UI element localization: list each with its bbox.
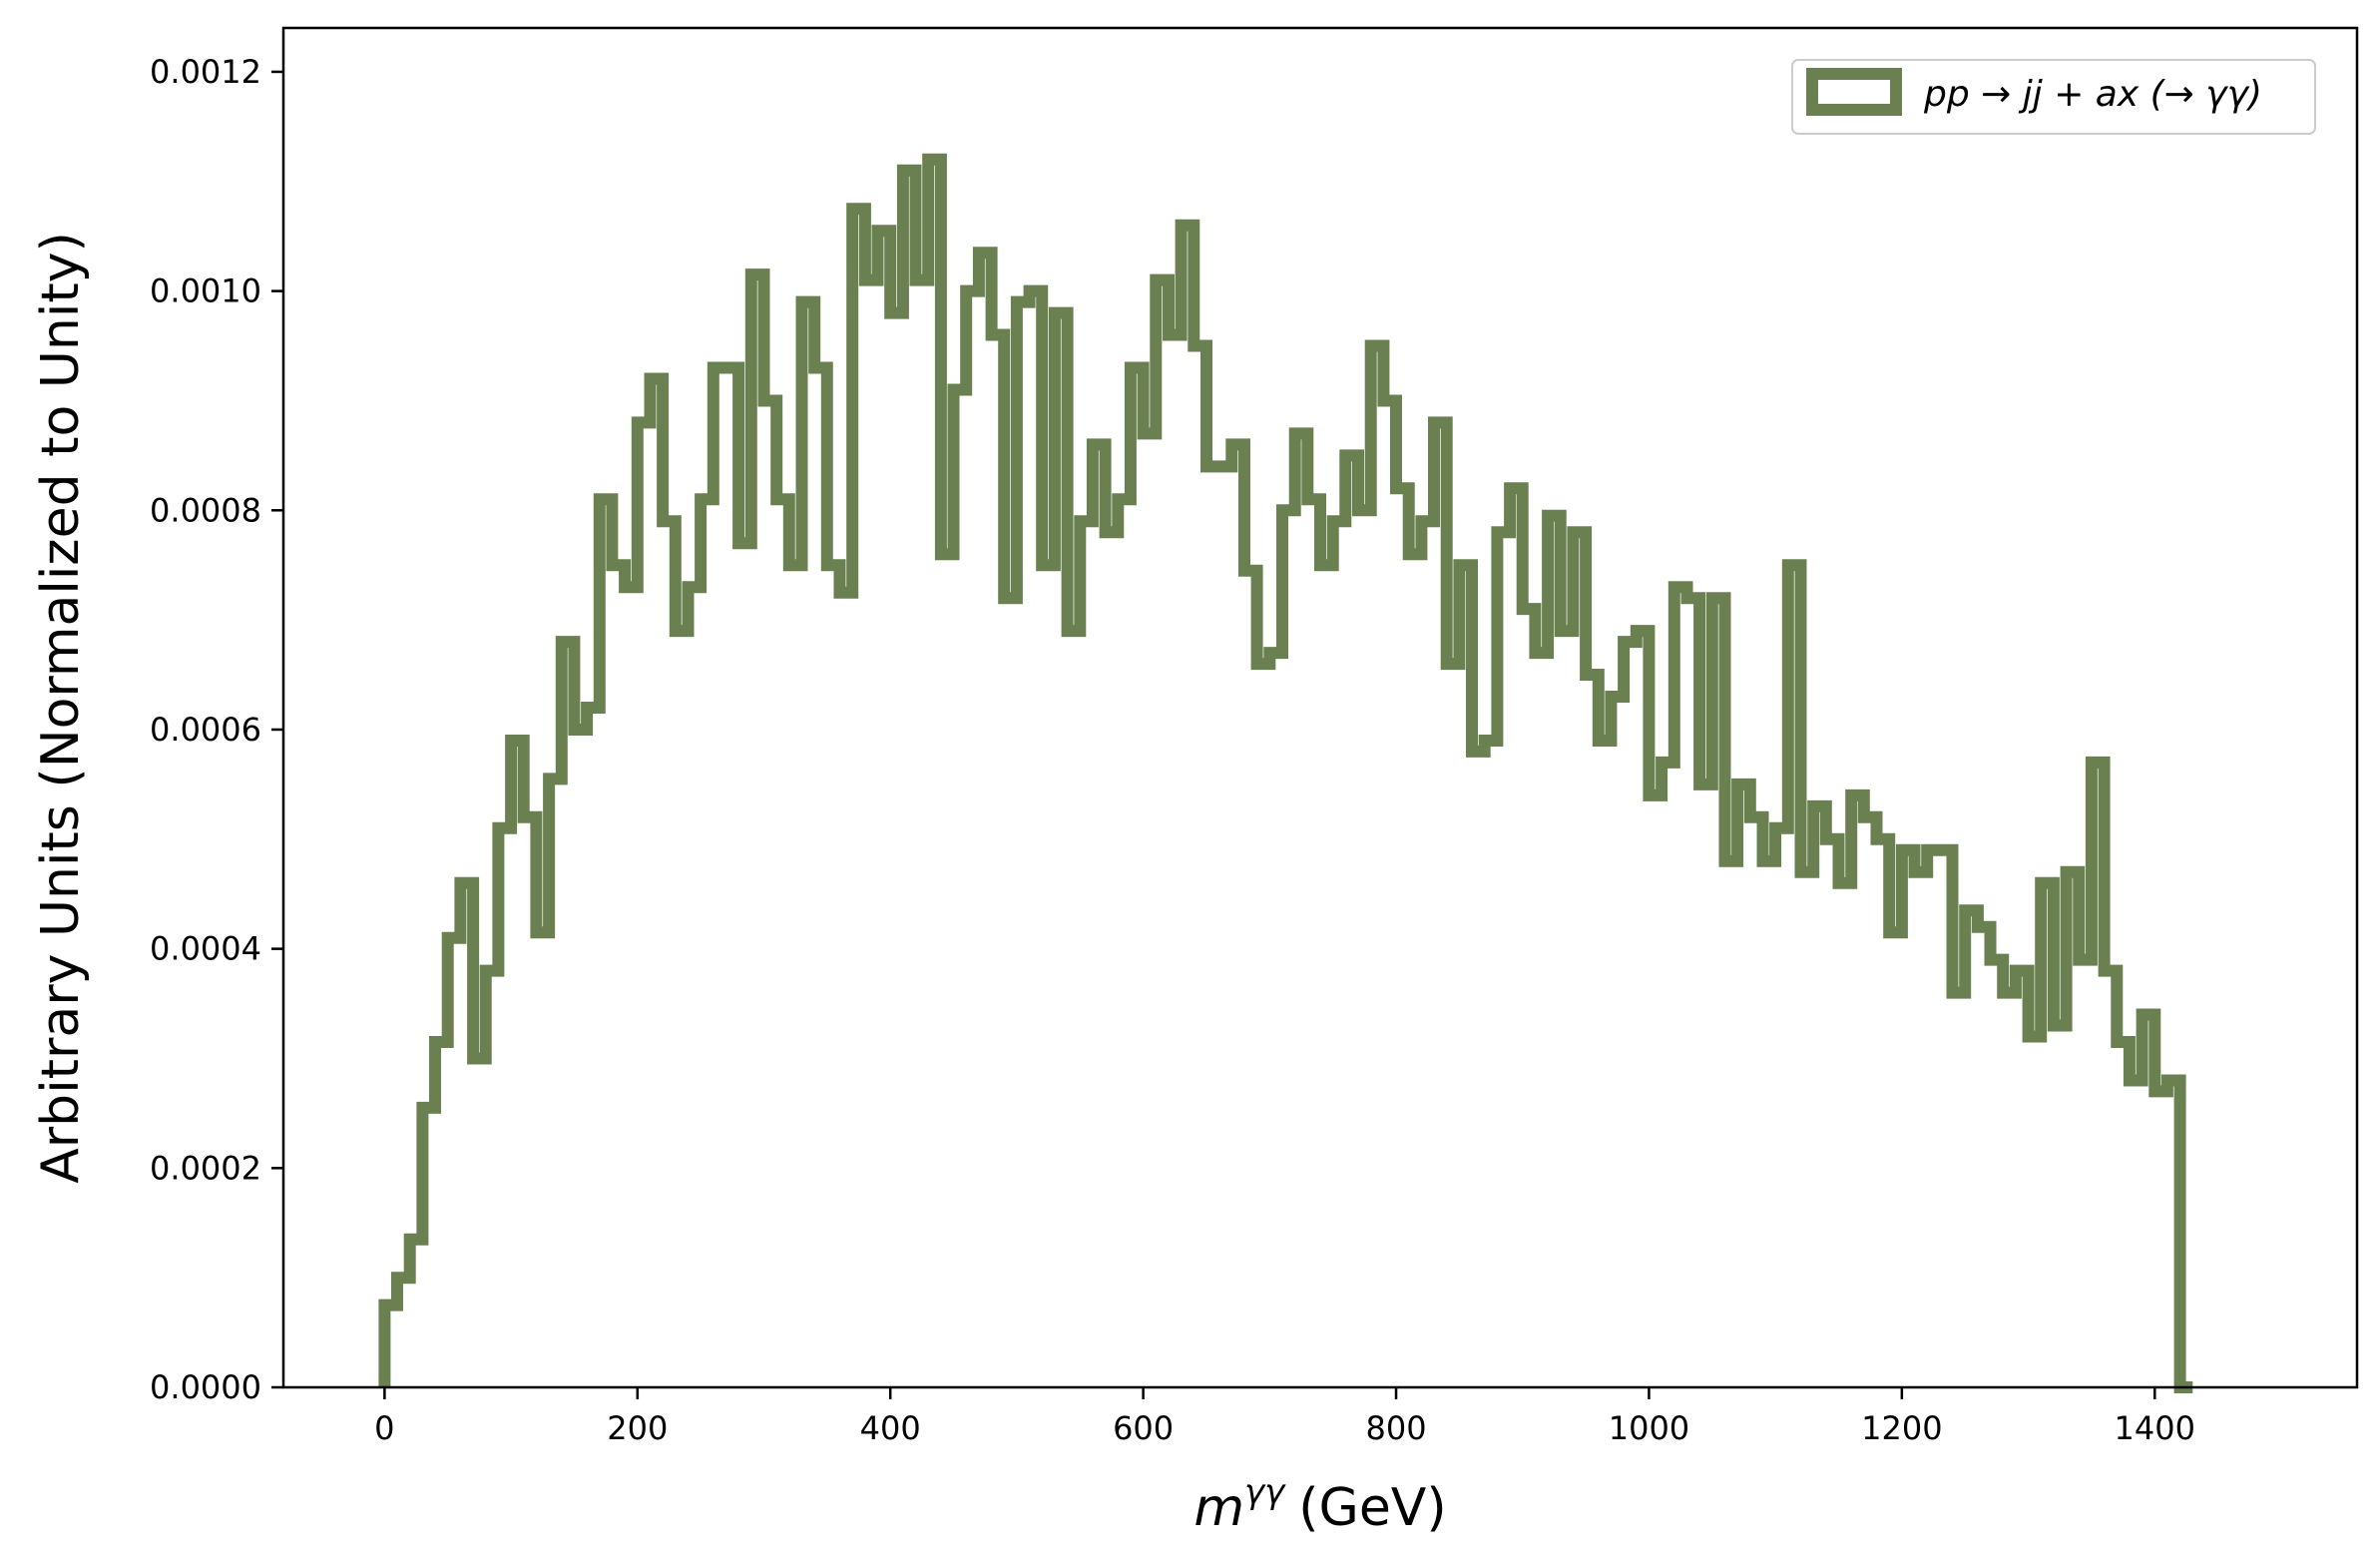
legend-swatch <box>1806 68 1902 116</box>
x-axis-label-unit: (GeV) <box>1298 1478 1446 1538</box>
y-axis: 0.0000 0.0002 0.0004 0.0006 0.0008 0.0010 0.00… <box>150 53 283 1406</box>
x-tick-label: 0 <box>374 1409 394 1447</box>
series-layer <box>378 153 2193 1393</box>
plot-frame <box>281 26 2359 1389</box>
x-tick-label: 600 <box>1113 1409 1174 1447</box>
y-tick-label: 0.0008 <box>150 491 261 529</box>
legend-box <box>1791 59 2316 135</box>
legend-label: pp → jj + ax (→ γγ) <box>1923 74 2262 115</box>
y-tick-label: 0.0006 <box>150 711 261 749</box>
x-tick-label: 200 <box>607 1409 668 1447</box>
histogram-step-line <box>378 153 2193 1393</box>
x-tick-label: 1000 <box>1609 1409 1689 1447</box>
x-tick-label: 800 <box>1365 1409 1426 1447</box>
x-tick-label: 400 <box>860 1409 921 1447</box>
y-axis-label: Arbitrary Units (Normalized to Unity) <box>31 232 91 1184</box>
x-axis-label-symbol: m <box>1193 1478 1244 1538</box>
legend: pp → jj + ax (→ γγ) <box>1791 59 2316 135</box>
y-tick-label: 0.0010 <box>150 272 261 310</box>
x-axis-label-superscript: γγ <box>1244 1472 1286 1512</box>
x-axis: 0 200 400 600 800 1000 1200 1400 <box>374 1387 2195 1447</box>
x-axis-label: mγγ (GeV) <box>1193 1472 1446 1538</box>
x-tick-label: 1400 <box>2115 1409 2195 1447</box>
y-tick-label: 0.0012 <box>150 53 261 91</box>
y-tick-label: 0.0002 <box>150 1149 261 1187</box>
y-tick-label: 0.0000 <box>150 1368 261 1406</box>
x-tick-label: 1200 <box>1861 1409 1942 1447</box>
y-tick-label: 0.0004 <box>150 930 261 968</box>
